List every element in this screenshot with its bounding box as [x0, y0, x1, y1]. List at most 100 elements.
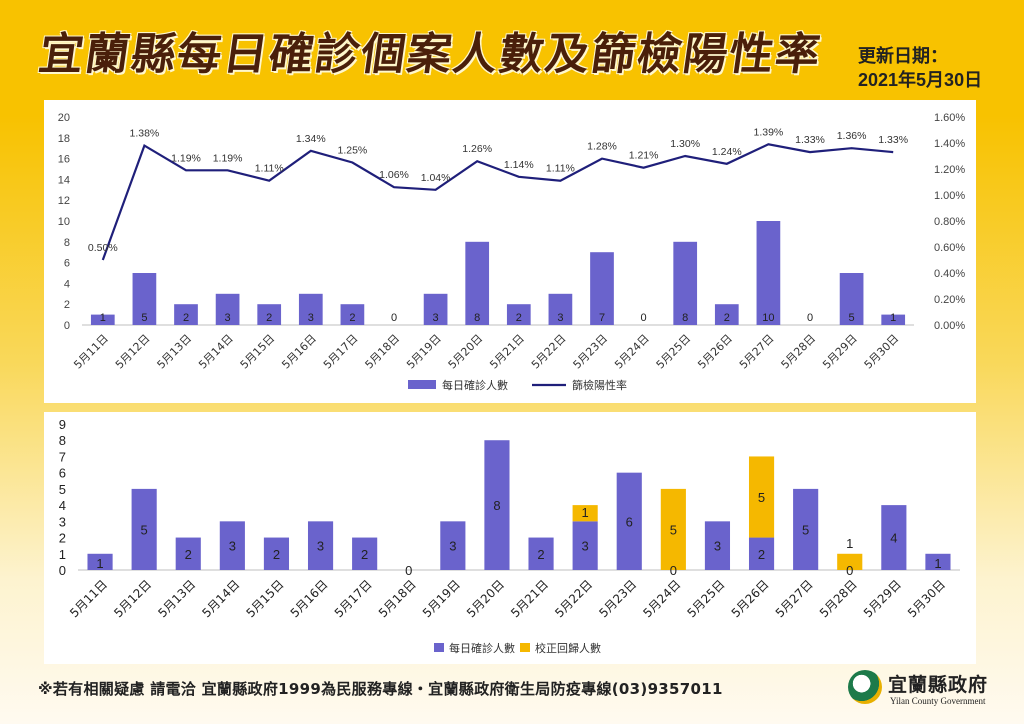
bar-value-label: 5	[802, 522, 809, 537]
positivity-value-label: 1.21%	[629, 150, 659, 162]
x-tick-label: 5月11日	[67, 577, 110, 620]
positivity-value-label: 1.19%	[171, 152, 201, 164]
y-tick-label: 6	[59, 466, 66, 481]
x-tick-label: 5月21日	[487, 332, 527, 372]
update-info: 更新日期： 2021年5月30日	[858, 44, 1018, 92]
bar-daily-cases	[572, 521, 598, 570]
daily-cases-positivity-chart-panel: 0 2 4 6 8 10 12 14 16 18 20 0.00% 0.20% 0.40% 0.60% 0.8…	[44, 100, 976, 403]
positivity-value-label: 1.33%	[795, 134, 825, 146]
bar-value-label: 3	[225, 312, 231, 324]
update-date: 2021年5月30日	[858, 70, 983, 90]
positivity-value-label: 1.19%	[213, 152, 243, 164]
bar-daily-cases	[528, 537, 554, 570]
x-tick-label: 5月18日	[363, 332, 403, 372]
bar-corrected-cases	[660, 488, 686, 570]
legend-swatch-daily-cases	[408, 380, 436, 389]
legend-swatch-daily-cases	[434, 643, 444, 652]
x-tick-label: 5月16日	[288, 577, 331, 620]
bar-corrected-cases	[748, 456, 775, 538]
bar-daily-cases	[756, 221, 781, 325]
y-tick-label: 8	[59, 433, 66, 448]
bar-daily-cases	[175, 537, 201, 570]
update-label: 更新日期：	[858, 46, 948, 66]
daily-cases-corrected-chart-panel: 0 1 2 3 4 5 6 7 8 9 1 5月11日 5 5月12日 2 5月13日 3 5月14日 2 5月15日…	[44, 412, 976, 664]
bar-value-label: 7	[599, 312, 605, 324]
x-tick-label: 5月17日	[332, 577, 375, 620]
bar-value-label: 6	[626, 514, 633, 529]
bar-daily-cases	[263, 537, 290, 570]
bar-daily-cases	[484, 440, 510, 570]
x-tick-label: 5月27日	[773, 577, 816, 620]
y-tick-label: 2	[59, 531, 66, 546]
positivity-value-label: 1.04%	[421, 172, 451, 184]
bar-daily-cases	[704, 521, 731, 570]
bar-value-label: 8	[474, 312, 480, 324]
x-tick-label: 5月23日	[571, 332, 611, 372]
x-tick-label: 5月18日	[376, 577, 419, 620]
x-tick-label: 5月11日	[71, 332, 111, 372]
bar-value-label: 3	[557, 312, 563, 324]
x-tick-label: 5月13日	[155, 577, 198, 620]
x-tick-label: 5月12日	[113, 332, 153, 372]
y-tick-label: 7	[59, 449, 66, 464]
x-tick-label: 5月24日	[612, 332, 652, 372]
legend-label-corrected: 校正回歸人數	[535, 641, 601, 655]
bar-value-label: 3	[582, 539, 589, 554]
x-tick-label: 5月29日	[861, 577, 904, 620]
y2-tick-label: 1.00%	[934, 190, 965, 202]
x-tick-label: 5月14日	[196, 332, 236, 372]
x-tick-label: 5月29日	[820, 332, 860, 372]
bar-daily-cases	[881, 314, 906, 325]
bar-value-label: 10	[762, 312, 774, 324]
bar-value-label: 2	[273, 547, 280, 562]
bar-value-label: 3	[308, 312, 314, 324]
bar-value-label: 2	[758, 547, 765, 562]
bar-value-label: 0	[641, 312, 647, 324]
bar-corrected-value-label: 5	[758, 490, 765, 505]
bar-daily-cases	[352, 537, 378, 570]
y-tick-label: 12	[58, 195, 70, 207]
positivity-value-label: 1.38%	[130, 128, 160, 140]
x-tick-label: 5月26日	[695, 332, 735, 372]
positivity-value-label: 1.11%	[255, 163, 284, 175]
bar-daily-cases	[298, 293, 323, 325]
x-tick-label: 5月28日	[817, 577, 860, 620]
y-tick-label: 6	[64, 258, 70, 270]
y2-tick-label: 1.20%	[934, 164, 965, 176]
page-title: 宜蘭縣每日確診個案人數及篩檢陽性率	[35, 29, 825, 80]
positivity-value-label: 0.50%	[88, 242, 118, 254]
bar-daily-cases	[219, 521, 245, 570]
x-tick-label: 5月25日	[685, 577, 728, 620]
bar-value-label: 2	[516, 312, 522, 324]
bar-value-label: 2	[349, 312, 355, 324]
x-tick-label: 5月28日	[779, 332, 819, 372]
y-tick-label: 0	[64, 320, 70, 332]
x-tick-label: 5月23日	[596, 577, 639, 620]
daily-cases-corrected-chart: 012345678915月11日55月12日25月13日35月14日25月15日…	[59, 417, 960, 655]
y-tick-label: 4	[59, 498, 66, 513]
positivity-value-label: 1.30%	[670, 138, 700, 150]
x-tick-label: 5月25日	[654, 332, 694, 372]
x-tick-label: 5月13日	[155, 332, 195, 372]
x-tick-label: 5月27日	[737, 332, 777, 372]
bar-daily-cases	[548, 293, 573, 325]
y-tick-label: 9	[59, 417, 66, 432]
y2-tick-label: 1.60%	[934, 112, 965, 124]
bar-daily-cases	[590, 252, 614, 325]
bar-corrected-value-label: 1	[846, 536, 853, 551]
bar-daily-cases	[881, 505, 907, 570]
positivity-value-label: 1.14%	[504, 159, 534, 171]
positivity-value-label: 1.36%	[837, 130, 867, 142]
bar-daily-cases	[839, 273, 864, 325]
bar-corrected-value-label: 5	[670, 522, 677, 537]
bar-daily-cases	[174, 304, 198, 325]
bar-daily-cases	[215, 293, 240, 325]
bar-daily-cases	[307, 521, 334, 570]
x-tick-label: 5月20日	[446, 332, 486, 372]
positivity-value-label: 1.34%	[296, 133, 326, 145]
bar-corrected-cases	[837, 553, 863, 570]
logo-name: 宜蘭縣政府	[888, 674, 989, 696]
y-tick-label: 10	[58, 216, 70, 228]
bar-value-label: 2	[724, 312, 730, 324]
bar-value-label: 3	[229, 539, 236, 554]
